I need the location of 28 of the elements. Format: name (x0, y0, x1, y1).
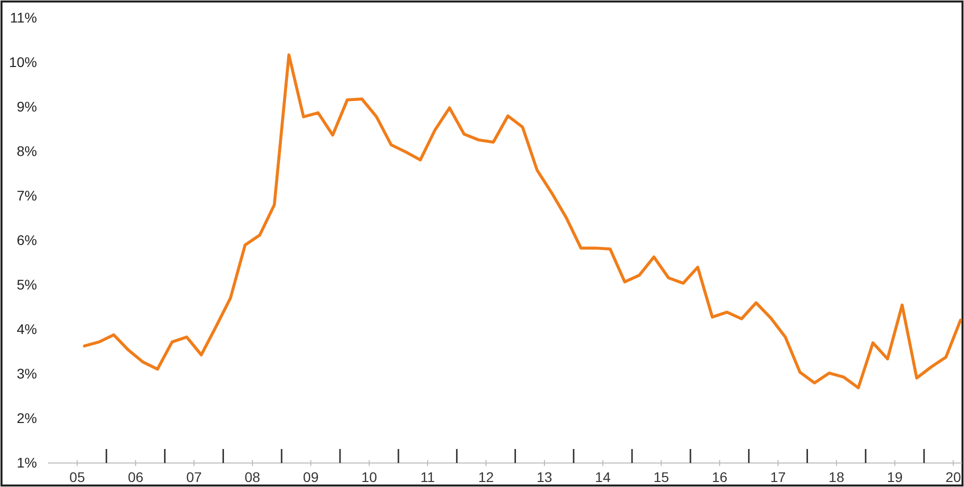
y-tick-label: 11% (10, 9, 37, 26)
x-tick-label: 13 (536, 469, 552, 485)
x-tick-label: 19 (887, 469, 903, 485)
x-tick-label: 14 (595, 469, 611, 485)
y-tick-label: 8% (16, 142, 37, 159)
y-tick-label: 5% (16, 276, 37, 292)
x-tick-label: 10 (361, 469, 378, 485)
x-tick-label: 06 (128, 469, 144, 485)
y-tick-label: 2% (16, 410, 37, 426)
x-tick-label: 16 (712, 469, 728, 485)
x-tick-label: 15 (653, 469, 670, 485)
x-tick-label: 20 (945, 469, 962, 485)
y-tick-label: 7% (16, 187, 37, 204)
y-tick-label: 4% (16, 320, 37, 337)
y-tick-label: 10% (8, 54, 37, 70)
x-tick-label: 09 (303, 469, 319, 485)
y-tick-label: 1% (16, 454, 37, 470)
x-tick-label: 18 (828, 469, 844, 485)
y-tick-label: 9% (16, 98, 37, 114)
y-tick-label: 6% (16, 232, 37, 248)
x-tick-label: 11 (420, 469, 436, 485)
x-tick-label: 17 (770, 469, 786, 485)
x-tick-label: 07 (186, 469, 202, 485)
y-tick-label: 3% (16, 365, 37, 382)
line-series (83, 53, 962, 390)
x-tick-label: 05 (69, 469, 86, 485)
x-tick-label: 08 (244, 469, 260, 485)
x-tick-label: 12 (478, 469, 494, 485)
